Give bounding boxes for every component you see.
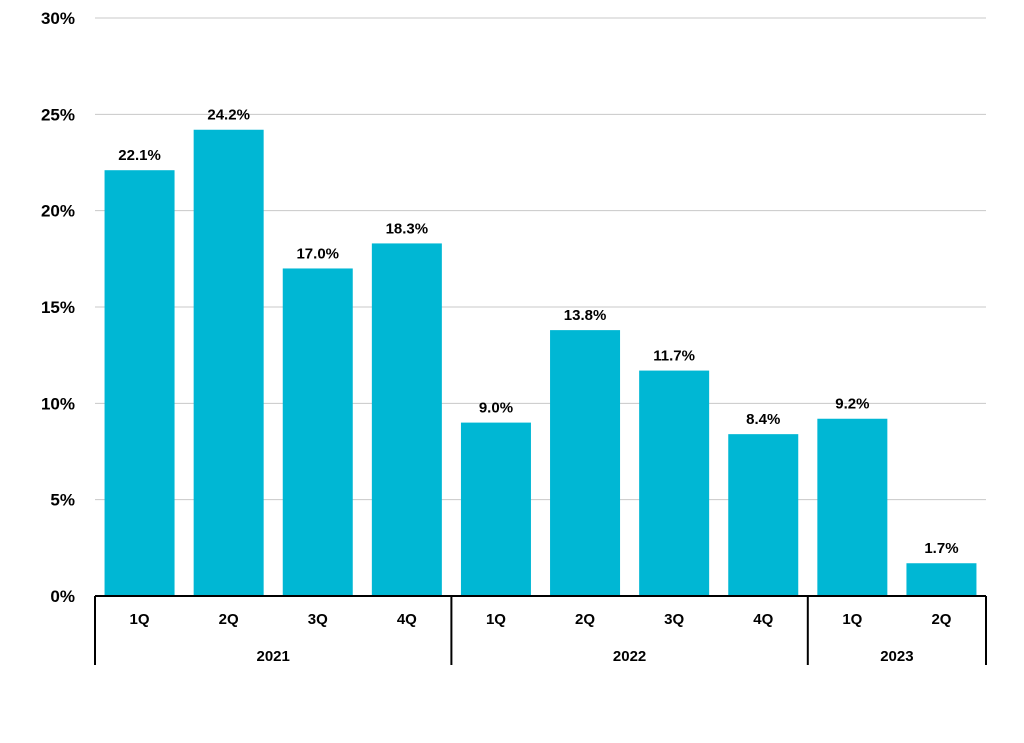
x-axis: 1Q 2Q 3Q 4Q 1Q 2Q 3Q 4Q 1Q 2Q 2021 2022 2023 xyxy=(94,595,987,665)
y-tick-label: 10% xyxy=(41,394,75,413)
data-label: 11.7% xyxy=(653,348,695,365)
x-category-label: 1Q xyxy=(842,611,862,628)
y-tick-label: 25% xyxy=(41,105,75,124)
bar xyxy=(193,129,264,596)
bar xyxy=(817,418,888,596)
bar xyxy=(639,370,710,596)
y-tick-label: 5% xyxy=(50,491,75,510)
x-category-label: 2Q xyxy=(931,611,951,628)
x-category-label: 3Q xyxy=(308,611,328,628)
y-tick-label: 20% xyxy=(41,202,75,221)
bar xyxy=(371,243,442,597)
data-labels: 22.1% 24.2% 17.0% 18.3% 9.0% 13.8% 11.7% 8.4% 9.… xyxy=(118,107,958,557)
bar xyxy=(282,268,353,596)
bar xyxy=(104,170,175,596)
data-label: 22.1% xyxy=(118,147,161,164)
x-category-label: 2Q xyxy=(575,611,595,628)
bars xyxy=(104,129,977,597)
y-axis-ticks: 0% 5% 10% 15% 20% 25% 30% xyxy=(41,9,75,606)
data-label: 9.0% xyxy=(479,400,513,417)
data-label: 24.2% xyxy=(207,107,250,124)
bar xyxy=(550,330,621,596)
data-label: 13.8% xyxy=(564,307,607,324)
x-category-label: 1Q xyxy=(486,611,506,628)
x-group-label: 2023 xyxy=(880,648,913,665)
x-category-label: 2Q xyxy=(219,611,239,628)
y-tick-label: 15% xyxy=(41,298,75,317)
x-category-label: 4Q xyxy=(753,611,773,628)
data-label: 17.0% xyxy=(296,245,339,262)
x-category-label: 1Q xyxy=(130,611,150,628)
bar xyxy=(460,422,531,596)
x-group-label: 2022 xyxy=(613,648,646,665)
y-tick-label: 0% xyxy=(50,587,75,606)
y-tick-label: 30% xyxy=(41,9,75,28)
x-category-label: 4Q xyxy=(397,611,417,628)
data-label: 1.7% xyxy=(924,540,958,557)
bar xyxy=(728,434,799,596)
x-category-label: 3Q xyxy=(664,611,684,628)
data-label: 18.3% xyxy=(386,220,429,237)
data-label: 9.2% xyxy=(835,396,869,413)
x-group-label: 2021 xyxy=(257,648,290,665)
data-label: 8.4% xyxy=(746,411,780,428)
bar xyxy=(906,563,977,596)
